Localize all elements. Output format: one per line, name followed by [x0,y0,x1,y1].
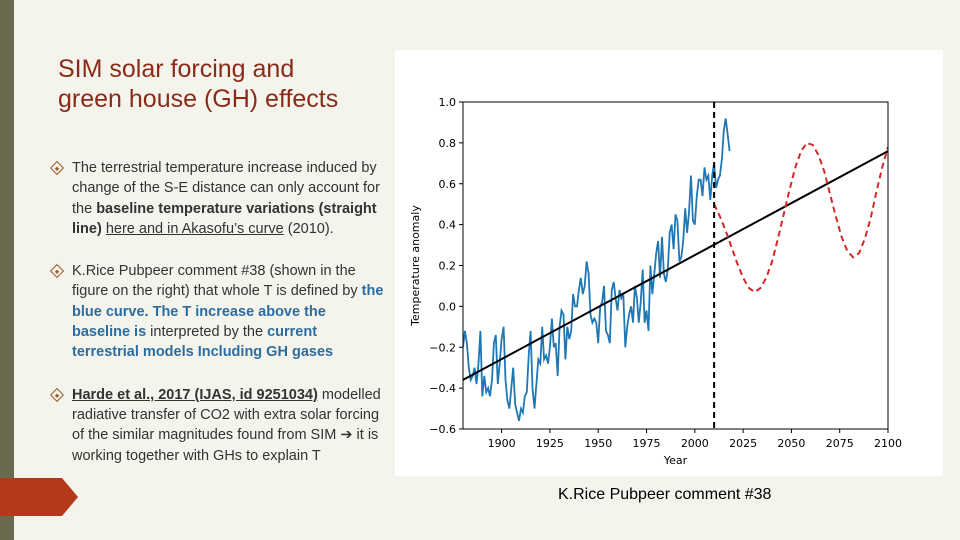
y-tick-label: −0.6 [429,423,456,436]
x-tick-label: 2100 [874,437,902,450]
y-tick-label: 0.6 [439,178,457,191]
blue-temperature-series [463,118,731,422]
chart-caption: K.Rice Pubpeer comment #38 [558,486,772,503]
x-tick-label: 1900 [488,437,516,450]
y-tick-label: 0.8 [439,137,457,150]
bullet-run: (2010). [283,220,334,237]
bullet-run: the blue curve. The T increase above the… [72,283,384,341]
diamond-bullet-icon [49,387,65,402]
y-tick-label: 0.2 [439,260,457,273]
bullet-run: baseline temperature variations (straigh… [72,200,377,237]
y-tick-label: −0.4 [429,382,456,395]
x-tick-label: 2050 [777,437,805,450]
y-tick-label: 1.0 [439,96,457,109]
x-tick-label: 1975 [633,437,661,450]
x-axis-label: Year [663,454,688,467]
y-tick-label: 0.4 [439,219,457,232]
bullet-run: current terrestrial models Including GH … [72,324,334,361]
x-tick-label: 2075 [826,437,854,450]
bullet-item: K.Rice Pubpeer comment #38 (shown in the… [49,261,385,362]
left-accent-bar [0,0,14,540]
bullet-run: K.Rice Pubpeer comment #38 (shown in the… [72,263,362,300]
bullet-text: The terrestrial temperature increase ind… [72,160,380,237]
diamond-bullet-icon [49,160,65,176]
bullet-text: Harde et al., 2017 (IJAS, id 9251034) mo… [72,387,381,464]
y-tick-label: 0.0 [439,300,457,313]
y-axis-label: Temperature anomaly [409,205,422,327]
bullet-item: The terrestrial temperature increase ind… [49,158,385,239]
slide-title: SIM solar forcing and green house (GH) e… [58,55,339,113]
diamond-bullet-icon [49,264,65,279]
bullet-run[interactable]: here and in Akasofu’s curve [105,220,284,237]
bullet-run: interpreted by the [146,324,268,341]
bullet-run: The terrestrial temperature increase ind… [72,160,380,217]
x-tick-label: 2000 [681,437,709,450]
bullet-item: Harde et al., 2017 (IJAS, id 9251034) mo… [49,385,385,466]
baseline-series [463,150,888,381]
x-tick-label: 1950 [584,437,612,450]
chart-panel: −0.6 −0.4 −0.2 0.0 0.2 0.4 0.6 0.8 1.0 1900 1925 19… [395,50,943,476]
x-tick-label: 2025 [729,437,757,450]
bullet-run: modelled radiative transfer of CO2 with … [72,386,381,464]
temperature-chart: −0.6 −0.4 −0.2 0.0 0.2 0.4 0.6 0.8 1.0 1900 1925 19… [409,96,902,467]
corner-arrow-shape [0,478,78,516]
y-tick-label: −0.2 [429,341,456,354]
bullet-text: K.Rice Pubpeer comment #38 (shown in the… [72,263,383,360]
x-tick-label: 1925 [536,437,564,450]
red-dashed-series [713,141,888,294]
bullet-run[interactable]: Harde et al., 2017 (IJAS, id 9251034) [72,386,318,403]
bullet-list: The terrestrial temperature increase ind… [49,158,385,488]
